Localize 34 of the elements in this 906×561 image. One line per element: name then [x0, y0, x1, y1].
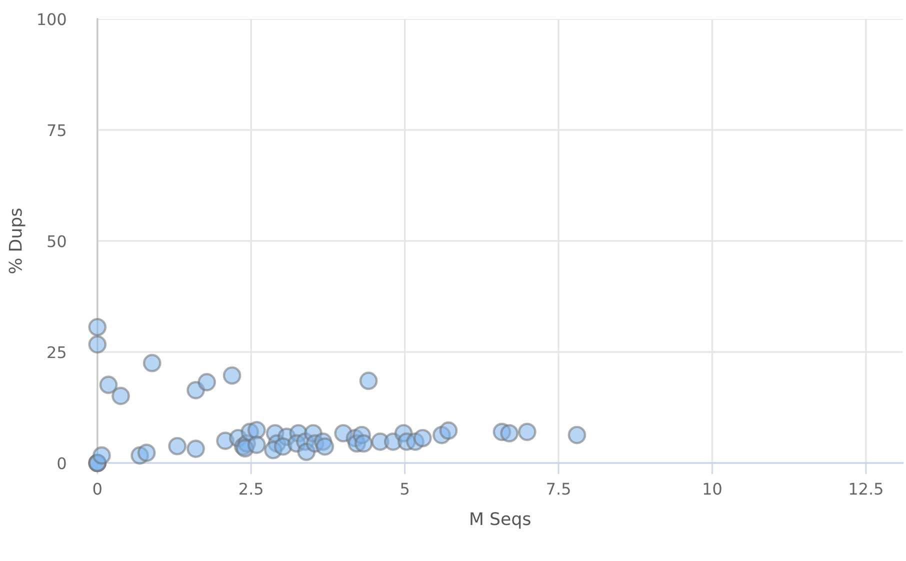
point — [112, 386, 130, 406]
point — [142, 354, 162, 372]
point — [99, 376, 118, 394]
y-axis-title: % Dups — [8, 208, 26, 274]
point — [439, 421, 458, 440]
point — [247, 436, 266, 454]
x-tick-label: 0 — [93, 482, 102, 495]
point — [500, 424, 519, 442]
point — [354, 434, 373, 453]
point — [568, 426, 586, 444]
y-tick-label: 25 — [48, 346, 66, 358]
y-tick-label: 100 — [38, 13, 66, 26]
point — [518, 422, 536, 442]
y-tick-label: 0 — [58, 457, 66, 470]
point — [413, 428, 432, 448]
point — [92, 446, 111, 465]
point — [222, 366, 242, 385]
point — [137, 444, 156, 462]
point — [247, 420, 266, 440]
point — [359, 372, 378, 390]
y-tick-label: 50 — [48, 235, 66, 248]
y-tick-label: 75 — [48, 124, 66, 136]
x-tick-label: 12.5 — [850, 482, 882, 495]
x-axis-title: M Seqs — [470, 512, 530, 529]
point — [316, 437, 334, 456]
point — [198, 373, 216, 392]
x-tick-label: 2.5 — [240, 482, 262, 495]
point — [186, 440, 205, 458]
x-tick-label: 7.5 — [547, 482, 570, 495]
point — [168, 436, 186, 456]
x-tick-label: 10 — [704, 482, 722, 495]
point — [88, 335, 107, 354]
x-tick-label: 5 — [400, 482, 408, 495]
point — [88, 318, 107, 336]
